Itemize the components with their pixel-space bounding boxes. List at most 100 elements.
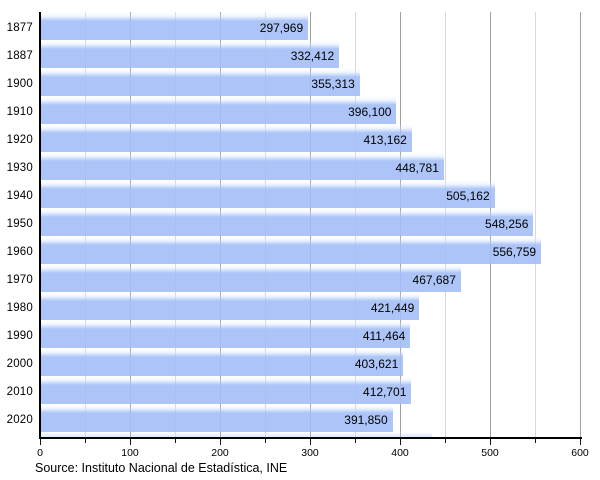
x-axis-tick bbox=[310, 439, 311, 445]
x-axis-tick bbox=[85, 439, 86, 443]
bar-track: 355,313 bbox=[40, 68, 580, 96]
bar: 412,701 bbox=[40, 376, 412, 404]
last-bar-reflection bbox=[40, 432, 432, 437]
x-axis-tick-label: 300 bbox=[301, 447, 319, 459]
bar: 391,850 bbox=[40, 404, 393, 432]
x-axis-tick bbox=[445, 439, 446, 443]
x-axis-tick-label: 0 bbox=[37, 447, 43, 459]
year-label: 1980 bbox=[6, 302, 33, 314]
bar: 556,759 bbox=[40, 236, 542, 264]
bar-row: 1930 448,781 bbox=[0, 152, 600, 180]
y-axis-line bbox=[39, 12, 41, 439]
bar-row: 1920 413,162 bbox=[0, 124, 600, 152]
bar-rows: 1877 297,969 1887 332,412 1900 355,313 1910 396… bbox=[0, 12, 600, 432]
bar-row: 1980 421,449 bbox=[0, 292, 600, 320]
bar-value-label: 548,256 bbox=[485, 217, 529, 231]
bar-value-label: 448,781 bbox=[395, 161, 439, 175]
year-label: 1930 bbox=[6, 162, 33, 174]
bar: 548,256 bbox=[40, 208, 534, 236]
bar-track: 421,449 bbox=[40, 292, 580, 320]
bar-track: 548,256 bbox=[40, 208, 580, 236]
bar-row: 1910 396,100 bbox=[0, 96, 600, 124]
bar-row: 1950 548,256 bbox=[0, 208, 600, 236]
bar: 448,781 bbox=[40, 152, 444, 180]
bar: 396,100 bbox=[40, 96, 397, 124]
x-axis-tick bbox=[490, 439, 491, 445]
x-axis-tick-label: 600 bbox=[571, 447, 589, 459]
x-axis-tick bbox=[535, 439, 536, 443]
bar: 297,969 bbox=[40, 12, 309, 40]
x-axis-tick bbox=[400, 439, 401, 445]
year-label: 1900 bbox=[6, 78, 33, 90]
year-label: 1950 bbox=[6, 218, 33, 230]
x-axis-tick bbox=[580, 439, 581, 445]
bar-value-label: 391,850 bbox=[344, 413, 388, 427]
x-axis-tick bbox=[355, 439, 356, 443]
year-label: 1990 bbox=[6, 330, 33, 342]
bar-row: 1887 332,412 bbox=[0, 40, 600, 68]
x-axis-tick bbox=[130, 439, 131, 445]
year-label: 1970 bbox=[6, 274, 33, 286]
year-label: 1877 bbox=[6, 22, 33, 34]
x-axis-tick bbox=[220, 439, 221, 445]
x-axis-ticks bbox=[40, 439, 581, 447]
bar-row: 1960 556,759 bbox=[0, 236, 600, 264]
year-label: 2020 bbox=[6, 414, 33, 426]
x-axis-tick bbox=[40, 439, 41, 445]
bar-row: 1877 297,969 bbox=[0, 12, 600, 40]
bar-row: 1900 355,313 bbox=[0, 68, 600, 96]
bar-row: 1970 467,687 bbox=[0, 264, 600, 292]
bar-row: 2010 412,701 bbox=[0, 376, 600, 404]
bar-row: 2020 391,850 bbox=[0, 404, 600, 432]
bar-value-label: 467,687 bbox=[412, 273, 456, 287]
bar-track: 412,701 bbox=[40, 376, 580, 404]
bar: 413,162 bbox=[40, 124, 412, 152]
bar-track: 411,464 bbox=[40, 320, 580, 348]
bar-track: 332,412 bbox=[40, 40, 580, 68]
bar-track: 448,781 bbox=[40, 152, 580, 180]
x-axis-tick-label: 100 bbox=[121, 447, 139, 459]
x-axis-tick-label: 400 bbox=[391, 447, 409, 459]
bar-track: 413,162 bbox=[40, 124, 580, 152]
bar-track: 297,969 bbox=[40, 12, 580, 40]
bar-row: 1940 505,162 bbox=[0, 180, 600, 208]
x-axis-line bbox=[39, 437, 582, 439]
bar-value-label: 412,701 bbox=[363, 385, 407, 399]
bar-value-label: 355,313 bbox=[311, 77, 355, 91]
bar-value-label: 505,162 bbox=[446, 189, 490, 203]
bar-value-label: 332,412 bbox=[290, 49, 335, 63]
bar-value-label: 413,162 bbox=[363, 133, 407, 147]
bar: 505,162 bbox=[40, 180, 495, 208]
year-label: 2010 bbox=[6, 386, 33, 398]
year-label: 1887 bbox=[6, 50, 33, 62]
gridline-minor bbox=[535, 12, 536, 437]
bar-value-label: 403,621 bbox=[354, 357, 399, 371]
bar: 421,449 bbox=[40, 292, 420, 320]
year-label: 1910 bbox=[6, 106, 33, 118]
year-label: 2000 bbox=[6, 358, 33, 370]
year-label: 1960 bbox=[6, 246, 33, 258]
bar-row: 2000 403,621 bbox=[0, 348, 600, 376]
year-label: 1920 bbox=[6, 134, 33, 146]
year-label: 1940 bbox=[6, 190, 33, 202]
bar-value-label: 411,464 bbox=[362, 329, 406, 343]
bar-value-label: 556,759 bbox=[492, 245, 537, 259]
bar: 411,464 bbox=[40, 320, 411, 348]
bar-track: 505,162 bbox=[40, 180, 580, 208]
x-axis-tick bbox=[175, 439, 176, 443]
bar-track: 403,621 bbox=[40, 348, 580, 376]
x-axis-tick bbox=[265, 439, 266, 443]
bar: 467,687 bbox=[40, 264, 461, 292]
bar-track: 396,100 bbox=[40, 96, 580, 124]
bar: 332,412 bbox=[40, 40, 340, 68]
bar-track: 556,759 bbox=[40, 236, 580, 264]
bar-track: 467,687 bbox=[40, 264, 580, 292]
bar-value-label: 396,100 bbox=[348, 105, 392, 119]
bar: 403,621 bbox=[40, 348, 404, 376]
x-axis-tick-labels: 0 100 200 300 400 500 600 bbox=[37, 447, 589, 460]
bar: 355,313 bbox=[40, 68, 360, 96]
source-caption: Source: Instituto Nacional de Estadístic… bbox=[35, 461, 288, 475]
bar-row: 1990 411,464 bbox=[0, 320, 600, 348]
bar-track: 391,850 bbox=[40, 404, 580, 432]
bar-value-label: 421,449 bbox=[370, 301, 415, 315]
